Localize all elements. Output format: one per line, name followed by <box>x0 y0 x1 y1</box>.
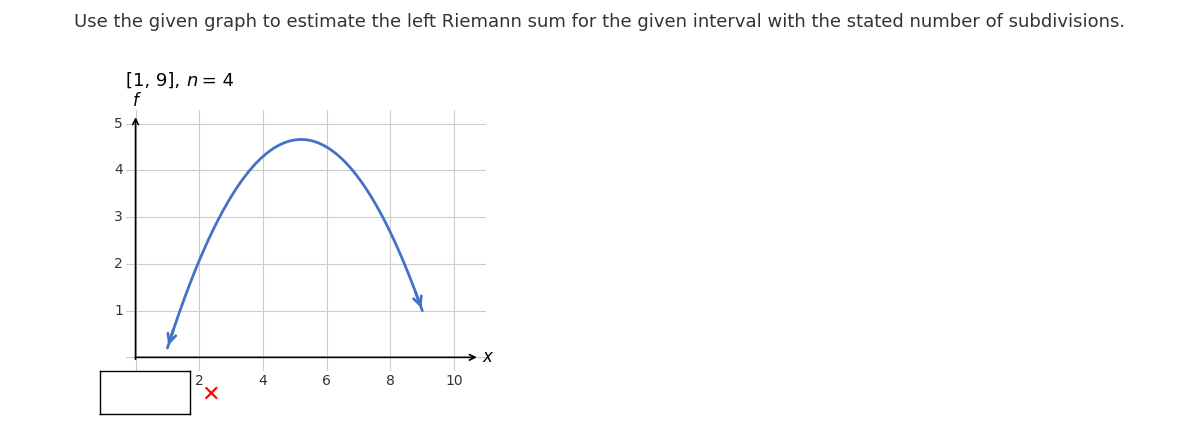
Text: = 4: = 4 <box>196 72 234 90</box>
Text: [1, 9],: [1, 9], <box>126 72 186 90</box>
Text: 0: 0 <box>131 374 140 388</box>
Text: 4: 4 <box>259 374 268 388</box>
Text: n: n <box>186 72 197 90</box>
Text: 1: 1 <box>114 303 122 318</box>
Text: 8: 8 <box>386 374 395 388</box>
Text: 6: 6 <box>323 374 331 388</box>
Text: 2: 2 <box>194 374 204 388</box>
Text: 10: 10 <box>445 374 463 388</box>
Text: 4: 4 <box>114 163 122 178</box>
Text: Use the given graph to estimate the left Riemann sum for the given interval with: Use the given graph to estimate the left… <box>74 13 1126 31</box>
Text: f: f <box>133 92 138 110</box>
Text: x: x <box>482 348 493 366</box>
Text: 5: 5 <box>114 117 122 131</box>
Text: ✕: ✕ <box>202 384 221 405</box>
Text: 3: 3 <box>114 210 122 224</box>
Text: 2: 2 <box>114 257 122 271</box>
